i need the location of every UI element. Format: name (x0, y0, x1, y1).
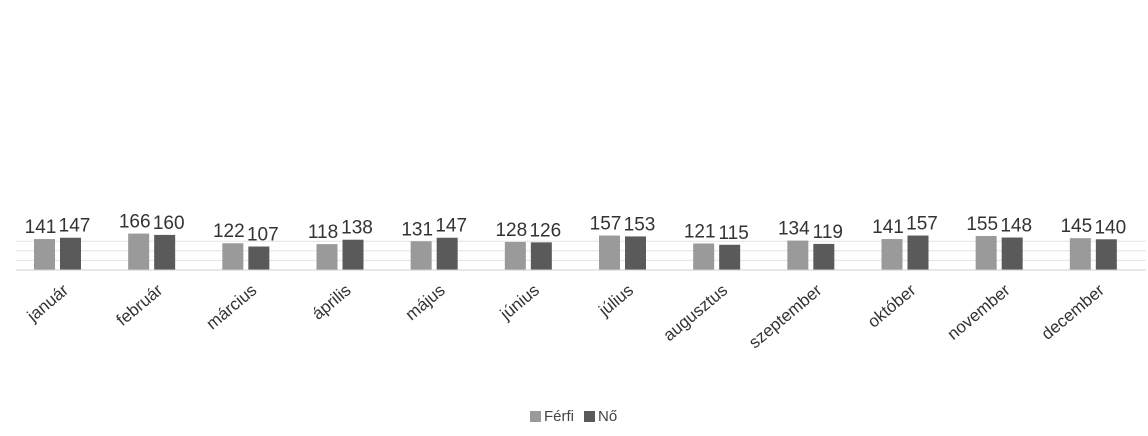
value-label-ferfi-augusztus: 121 (684, 221, 716, 242)
value-labels: 141 147 166 160 122 107 118 138 131 147 128 126 157 1… (25, 212, 1127, 246)
legend: Férfi Nő (530, 408, 617, 425)
bar-no-augusztus (719, 244, 741, 270)
value-label-no-augusztus: 115 (719, 223, 749, 244)
bar-ferfi-augusztus (693, 243, 715, 270)
bar-ferfi-julius (599, 235, 620, 270)
bar-ferfi-november (975, 235, 997, 270)
legend-label-ferfi: Férfi (544, 408, 574, 425)
value-label-no-marcius: 107 (247, 225, 279, 246)
value-label-no-majus: 147 (435, 216, 467, 237)
legend-swatch-no (584, 411, 595, 422)
bar-no-november (1001, 237, 1023, 270)
bar-no-december (1095, 239, 1117, 270)
bar-ferfi-szeptember (787, 240, 809, 270)
category-label-junius: június (496, 281, 543, 325)
bar-no-aprilis (342, 239, 364, 270)
value-label-ferfi-marcius: 122 (213, 221, 245, 242)
value-label-no-december: 140 (1094, 217, 1126, 238)
category-label-februar: február (113, 280, 167, 329)
category-label-marcius: március (203, 281, 261, 334)
value-label-ferfi-december: 145 (1060, 216, 1092, 237)
value-label-no-aprilis: 138 (341, 218, 373, 239)
value-label-ferfi-szeptember: 134 (778, 219, 810, 240)
legend-label-no: Nő (598, 408, 617, 425)
bar-ferfi-december (1069, 238, 1091, 270)
value-label-ferfi-aprilis: 118 (308, 222, 338, 243)
category-label-oktober: október (864, 280, 920, 331)
value-label-ferfi-majus: 131 (401, 219, 433, 240)
bar-no-junius (530, 242, 552, 270)
bar-no-marcius (248, 246, 270, 270)
value-label-ferfi-oktober: 141 (872, 217, 904, 238)
bars (34, 233, 1117, 270)
bar-no-julius (625, 236, 646, 270)
value-label-no-junius: 126 (529, 220, 561, 241)
value-label-ferfi-november: 155 (966, 214, 998, 235)
category-labels: január február március április május június jú… (23, 280, 1108, 352)
category-label-november: november (944, 280, 1014, 343)
value-label-no-oktober: 157 (906, 214, 938, 235)
bar-no-szeptember (813, 243, 835, 270)
bar-ferfi-majus (410, 241, 432, 270)
bar-ferfi-junius (504, 241, 526, 270)
value-label-ferfi-julius: 157 (590, 214, 622, 235)
value-label-ferfi-junius: 128 (495, 220, 527, 241)
bar-no-majus (436, 237, 458, 270)
bar-ferfi-februar (128, 233, 150, 270)
bar-ferfi-januar (34, 239, 55, 270)
value-label-no-februar: 160 (153, 213, 185, 234)
category-label-majus: május (402, 281, 449, 325)
category-label-december: december (1038, 280, 1108, 343)
bar-ferfi-oktober (881, 239, 903, 270)
category-label-januar: január (23, 280, 72, 326)
bar-ferfi-aprilis (316, 244, 338, 270)
value-label-ferfi-januar: 141 (25, 217, 57, 238)
value-label-no-januar: 147 (59, 216, 91, 237)
category-label-aprilis: április (308, 281, 354, 324)
bar-no-oktober (907, 235, 929, 270)
category-label-julius: július (594, 281, 637, 321)
value-label-no-szeptember: 119 (813, 222, 843, 243)
value-label-no-november: 148 (1000, 216, 1032, 237)
legend-swatch-ferfi (530, 411, 541, 422)
category-label-szeptember: szeptember (745, 280, 826, 352)
category-label-augusztus: augusztus (660, 281, 732, 345)
bar-ferfi-marcius (222, 243, 244, 270)
bar-no-februar (154, 234, 176, 270)
value-label-ferfi-februar: 166 (119, 212, 151, 233)
value-label-no-julius: 153 (624, 214, 656, 235)
bar-no-januar (60, 237, 81, 270)
